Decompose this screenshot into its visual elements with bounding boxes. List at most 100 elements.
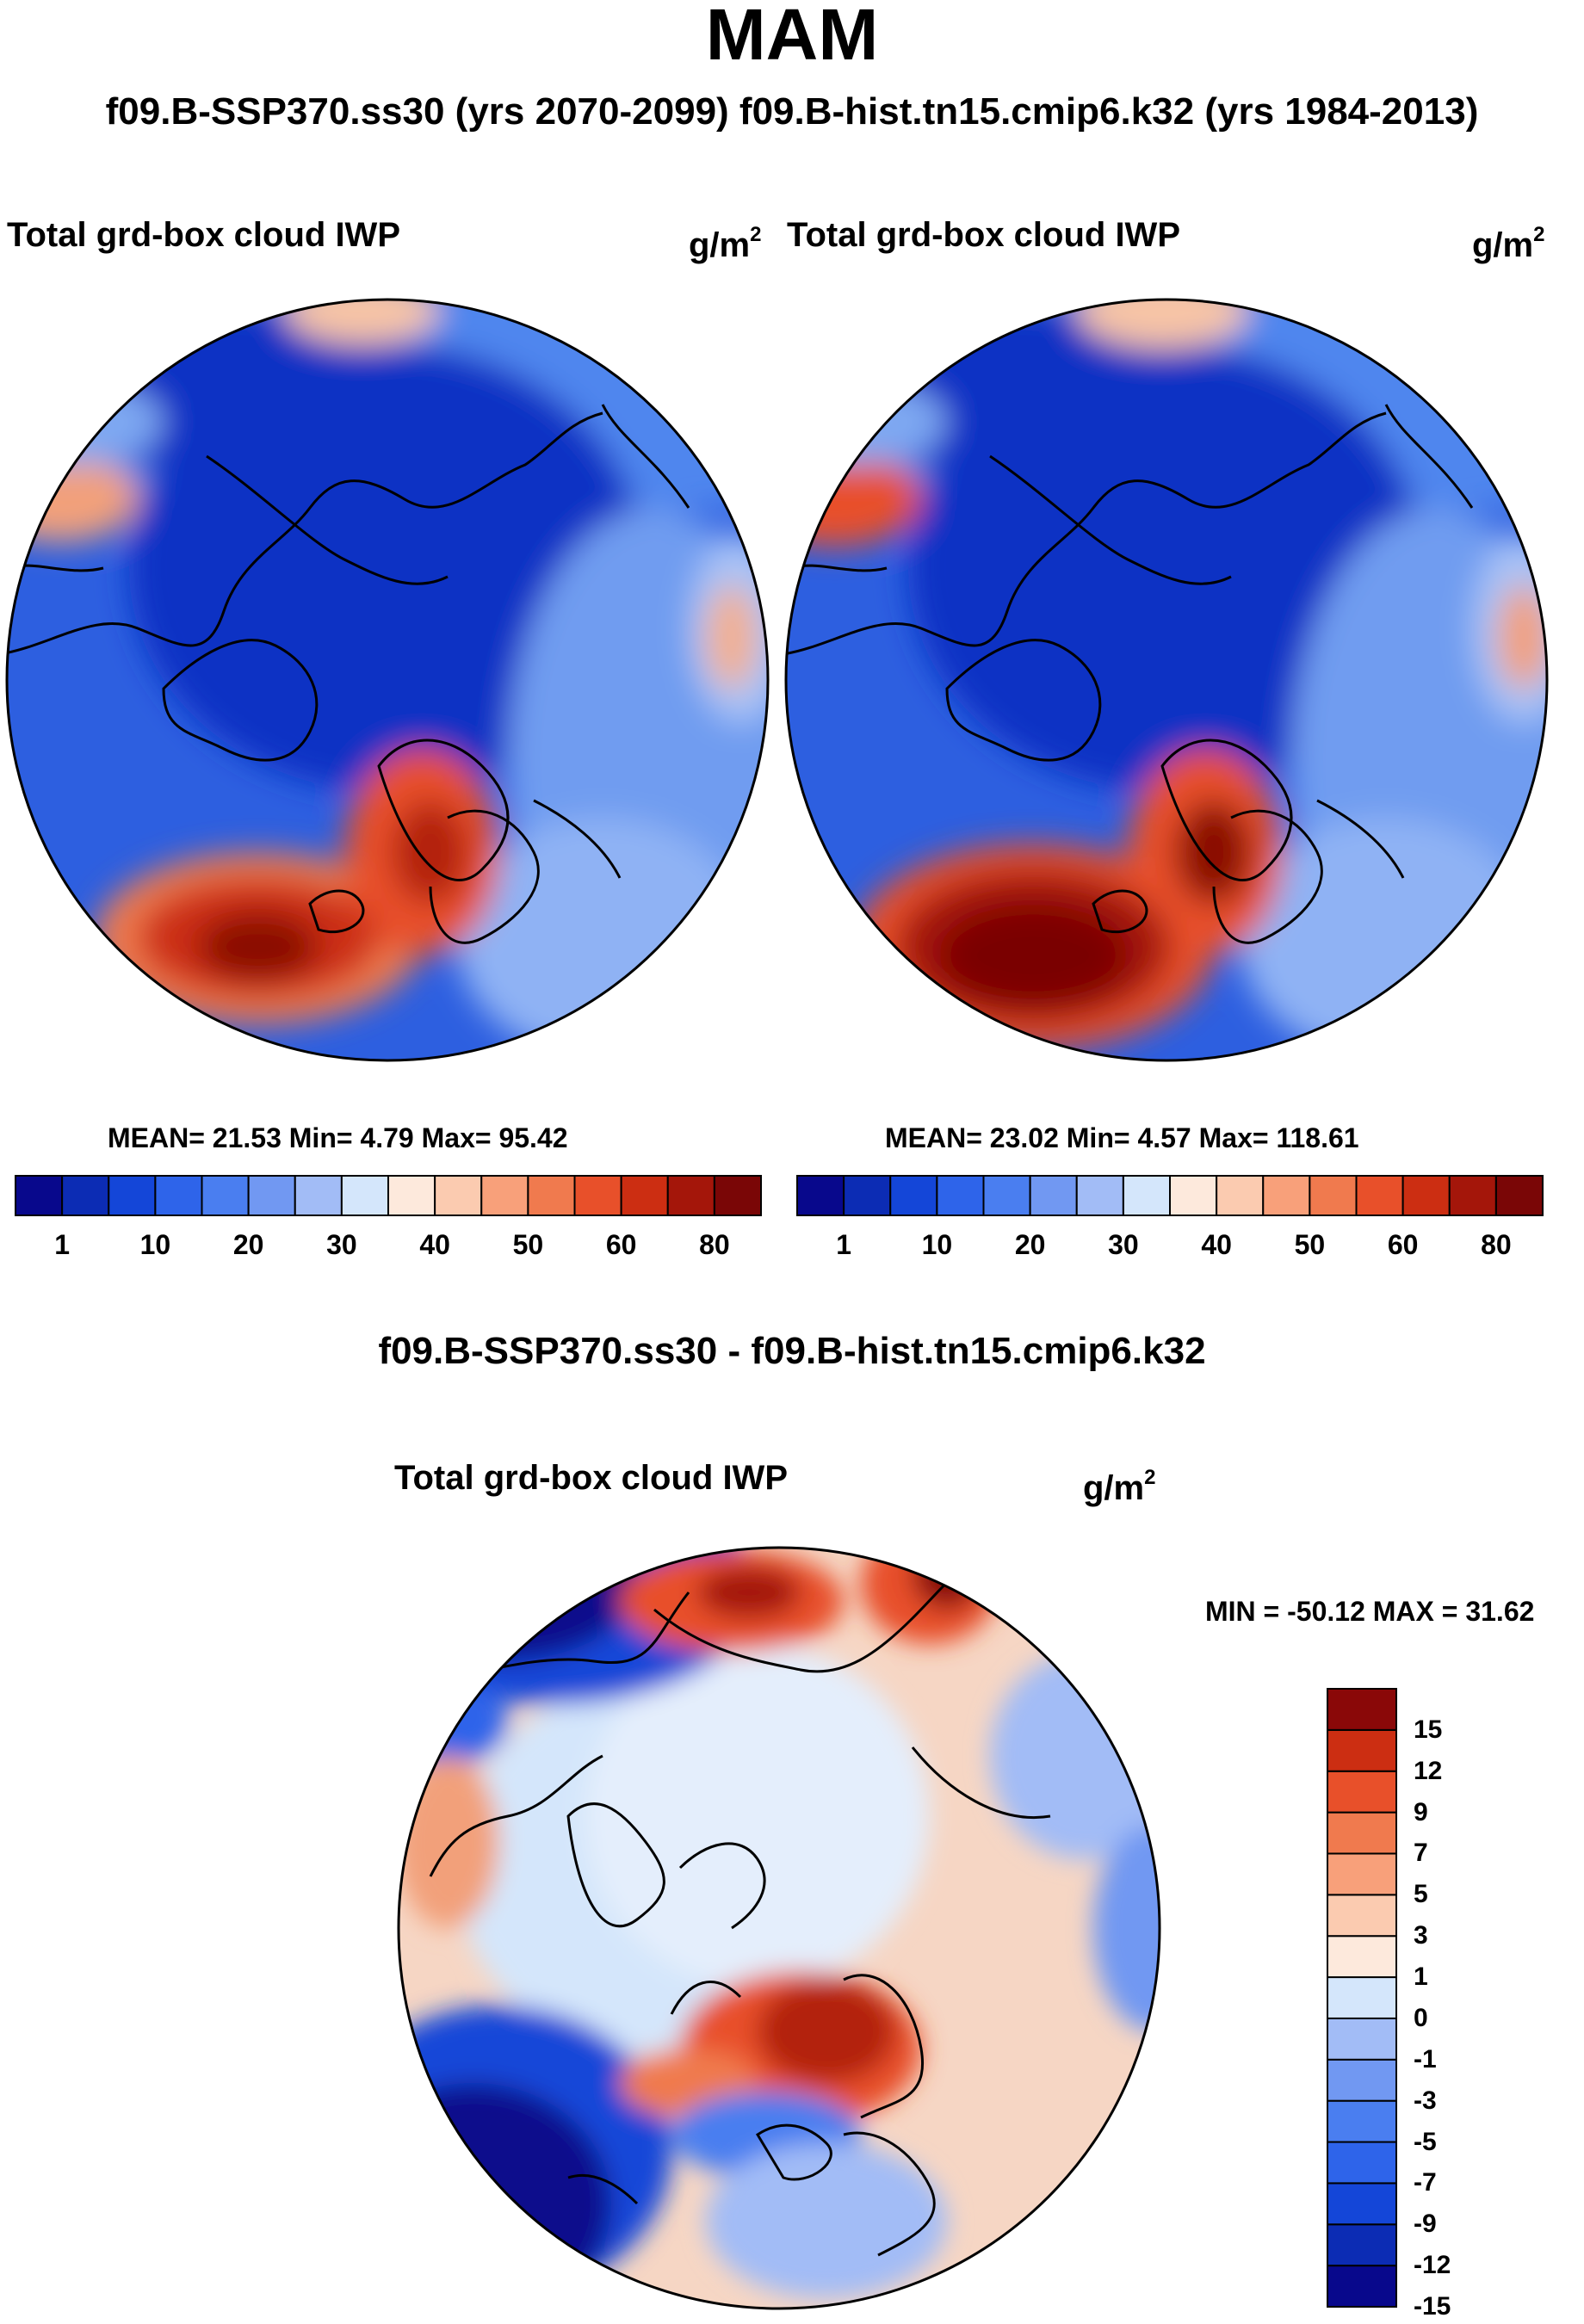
colorbar-swatch: [1355, 1175, 1404, 1216]
map-boundary: [784, 298, 1549, 1062]
colorbar-swatch: [843, 1175, 892, 1216]
colorbar-swatch: [1122, 1175, 1172, 1216]
colorbar-tick-label: -3: [1414, 2086, 1437, 2115]
colorbar-tick-label: 30: [1108, 1229, 1139, 1260]
colorbar-tick-label: -12: [1414, 2251, 1451, 2280]
panel1-polar-map: [5, 298, 770, 1062]
colorbar-swatch: [796, 1175, 845, 1216]
colorbar-swatch: [1169, 1175, 1218, 1216]
colorbar-swatch: [1327, 2182, 1397, 2226]
colorbar-swatch: [1327, 2141, 1397, 2185]
colorbar-tick-label: 40: [419, 1229, 450, 1260]
colorbar-swatch: [1327, 1852, 1397, 1896]
panel1-variable-label: Total grd-box cloud IWP: [7, 216, 400, 254]
difference-units: g/m2: [1083, 1466, 1156, 1507]
case-comparison-header: f09.B-SSP370.ss30 (yrs 2070-2099) f09.B-…: [105, 90, 1479, 133]
panel2-variable-label: Total grd-box cloud IWP: [787, 216, 1180, 254]
panel1-units: g/m2: [689, 223, 762, 264]
coastlines: [7, 404, 690, 944]
panel2-polar-map: [784, 298, 1549, 1062]
colorbar-swatch: [573, 1175, 622, 1216]
colorbar-swatch: [1327, 2099, 1397, 2143]
colorbar-swatch: [1029, 1175, 1078, 1216]
colorbar-tick-label: 1: [836, 1229, 852, 1260]
panel2-stats: MEAN= 23.02 Min= 4.57 Max= 118.61: [885, 1122, 1359, 1153]
colorbar-swatch: [936, 1175, 985, 1216]
colorbar-swatch: [1494, 1175, 1544, 1216]
colorbar-swatch: [1327, 2265, 1397, 2309]
map-boundary: [5, 298, 770, 1062]
colorbar-tick-label: -1: [1414, 2044, 1437, 2074]
difference-title: f09.B-SSP370.ss30 - f09.B-hist.tn15.cmip…: [378, 1330, 1206, 1372]
colorbar-swatch: [1327, 1770, 1397, 1814]
colorbar-tick-label: 1: [54, 1229, 71, 1260]
colorbar-tick-label: 0: [1414, 2003, 1428, 2032]
colorbar-tick-label: 7: [1414, 1839, 1428, 1868]
colorbar-tick-label: 12: [1414, 1756, 1443, 1785]
colorbar-swatch: [108, 1175, 157, 1216]
colorbar-swatch: [1327, 1894, 1397, 1938]
colorbar-swatch: [1075, 1175, 1124, 1216]
colorbar-swatch: [1216, 1175, 1265, 1216]
colorbar-tick-label: 80: [1481, 1229, 1512, 1260]
colorbar-swatch: [713, 1175, 763, 1216]
colorbar-tick-label: 10: [139, 1229, 171, 1260]
colorbar-swatch: [1327, 1728, 1397, 1772]
colorbar-swatch: [294, 1175, 343, 1216]
colorbar-tick-label: -5: [1414, 2127, 1437, 2156]
colorbar-swatch: [1327, 2017, 1397, 2061]
colorbar-tick-label: 80: [699, 1229, 730, 1260]
colorbar-swatch: [15, 1175, 64, 1216]
colorbar-tick-label: 50: [512, 1229, 544, 1260]
colorbar-swatch: [1401, 1175, 1451, 1216]
panel1-stats: MEAN= 21.53 Min= 4.79 Max= 95.42: [108, 1122, 568, 1153]
colorbar-swatch: [1327, 2223, 1397, 2267]
colorbar-swatch: [1327, 1811, 1397, 1855]
colorbar-tick-label: 30: [326, 1229, 357, 1260]
colorbar-tick-label: 3: [1414, 1921, 1428, 1950]
colorbar-tick-label: 50: [1294, 1229, 1326, 1260]
colorbar-tick-label: 60: [1387, 1229, 1419, 1260]
panel1-colorbar: [15, 1175, 763, 1216]
colorbar-swatch: [1309, 1175, 1358, 1216]
colorbar-tick-label: -15: [1414, 2292, 1451, 2321]
colorbar-swatch: [154, 1175, 203, 1216]
colorbar-tick-label: 20: [232, 1229, 264, 1260]
colorbar-swatch: [1327, 1976, 1397, 2019]
colorbar-swatch: [666, 1175, 715, 1216]
colorbar-swatch: [247, 1175, 296, 1216]
panel2-colorbar: [796, 1175, 1544, 1216]
colorbar-swatch: [434, 1175, 483, 1216]
map-boundary: [397, 1546, 1161, 2310]
colorbar-swatch: [1327, 1935, 1397, 1979]
colorbar-swatch: [1327, 2058, 1397, 2102]
colorbar-swatch: [1262, 1175, 1311, 1216]
colorbar-swatch: [387, 1175, 436, 1216]
colorbar-swatch: [982, 1175, 1031, 1216]
colorbar-tick-label: 5: [1414, 1880, 1428, 1909]
colorbar-tick-label: -9: [1414, 2210, 1437, 2239]
panel2-units: g/m2: [1472, 223, 1545, 264]
colorbar-tick-label: 9: [1414, 1797, 1428, 1826]
difference-polar-map: [397, 1546, 1161, 2310]
colorbar-swatch: [527, 1175, 576, 1216]
colorbar-tick-label: -7: [1414, 2168, 1437, 2197]
colorbar-tick-label: 15: [1414, 1715, 1443, 1744]
colorbar-tick-label: 60: [605, 1229, 637, 1260]
difference-minmax: MIN = -50.12 MAX = 31.62: [1205, 1596, 1535, 1627]
colorbar-tick-label: 20: [1014, 1229, 1046, 1260]
colorbar-swatch: [889, 1175, 938, 1216]
colorbar-tick-label: 1: [1414, 1962, 1428, 1992]
difference-variable-label: Total grd-box cloud IWP: [394, 1459, 788, 1497]
colorbar-tick-label: 10: [921, 1229, 953, 1260]
colorbar-swatch: [480, 1175, 529, 1216]
colorbar-tick-label: 40: [1201, 1229, 1232, 1260]
colorbar-swatch: [201, 1175, 250, 1216]
colorbar-swatch: [61, 1175, 110, 1216]
colorbar-swatch: [620, 1175, 669, 1216]
colorbar-swatch: [1448, 1175, 1497, 1216]
figure-title: MAM: [705, 0, 879, 75]
colorbar-swatch: [1327, 1688, 1397, 1731]
colorbar-swatch: [340, 1175, 390, 1216]
difference-colorbar: [1327, 1688, 1397, 2309]
